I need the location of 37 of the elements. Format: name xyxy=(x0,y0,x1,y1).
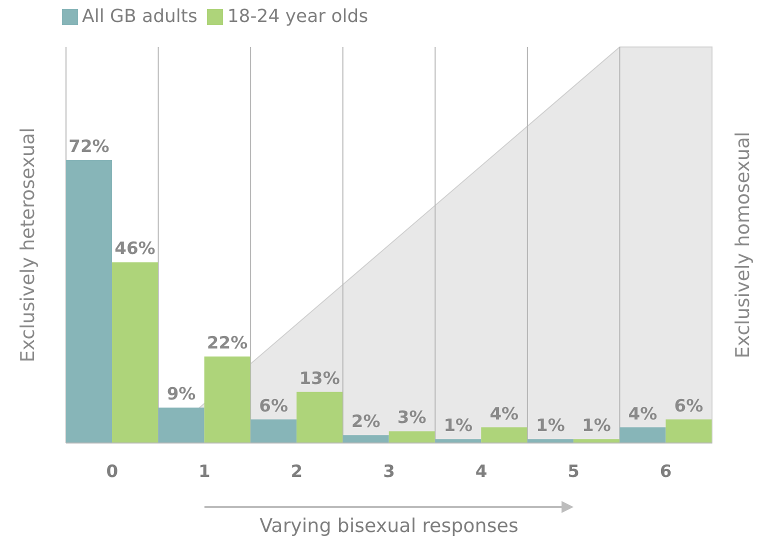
bar xyxy=(204,356,250,443)
x-tick-label: 3 xyxy=(383,462,395,482)
y-axis-title: Exclusively heterosexual xyxy=(17,128,39,362)
bar xyxy=(388,431,435,443)
bar xyxy=(342,435,389,443)
data-label: 4% xyxy=(490,404,519,424)
data-label: 46% xyxy=(114,239,156,260)
data-label: 72% xyxy=(68,137,110,158)
x-axis-title: Varying bisexual responses xyxy=(260,515,518,537)
data-label: 6% xyxy=(674,396,704,416)
data-label: 9% xyxy=(166,384,196,405)
data-label: 1% xyxy=(444,416,473,436)
data-label: 6% xyxy=(259,396,288,416)
x-tick-label: 2 xyxy=(290,462,303,482)
data-label: 13% xyxy=(299,368,340,389)
x-tick-label: 5 xyxy=(568,462,580,482)
data-label: 3% xyxy=(397,408,426,428)
data-label: 4% xyxy=(628,404,658,424)
data-label: 1% xyxy=(582,416,611,436)
bar xyxy=(666,419,712,443)
bar xyxy=(296,392,343,443)
bar xyxy=(250,419,297,443)
data-label: 1% xyxy=(536,416,565,436)
bar xyxy=(481,427,528,443)
bar xyxy=(620,427,666,443)
x-tick-label: 0 xyxy=(106,462,118,482)
y2-axis-title: Exclusively homosexual xyxy=(732,132,754,358)
x-tick-label: 4 xyxy=(475,462,488,482)
data-label: 22% xyxy=(206,334,248,354)
legend-label: 18-24 year olds xyxy=(227,6,368,27)
legend-label: All GB adults xyxy=(82,6,198,27)
bar xyxy=(112,262,158,443)
x-tick-label: 6 xyxy=(660,462,672,482)
bar xyxy=(158,408,204,443)
data-label: 2% xyxy=(351,412,380,432)
bar xyxy=(66,160,112,443)
x-tick-label: 1 xyxy=(198,462,210,482)
